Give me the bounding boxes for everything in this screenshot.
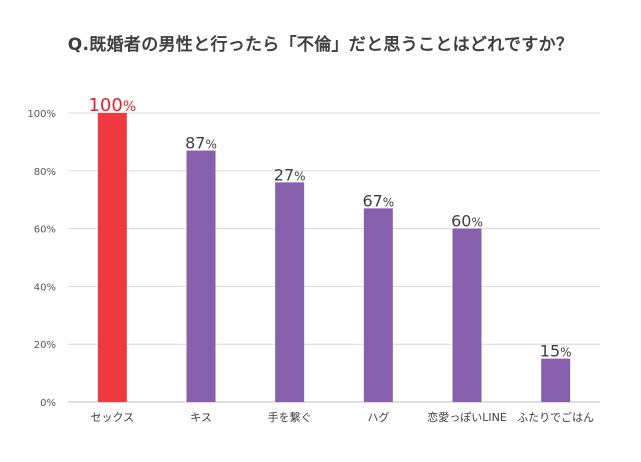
y-tick-label: 80% — [34, 167, 56, 178]
value-label: 87% — [185, 134, 217, 153]
category-label: ハグ — [367, 410, 389, 424]
chart-title: Q.既婚者の男性と行ったら「不倫」だと思うことはどれですか？ — [67, 35, 574, 55]
bar — [363, 208, 393, 402]
bar — [452, 228, 482, 402]
value-label: 60% — [451, 212, 483, 231]
y-tick-label: 40% — [34, 282, 56, 293]
y-tick-label: 100% — [27, 109, 56, 120]
bar — [97, 113, 127, 402]
category-label: 恋愛っぽいLINE — [427, 410, 507, 424]
category-label: セックス — [90, 411, 134, 424]
value-label: 15% — [540, 342, 572, 361]
value-label: 100% — [88, 95, 136, 116]
y-tick-label: 0% — [40, 398, 56, 409]
bar — [541, 358, 571, 402]
value-label: 27% — [274, 165, 306, 184]
y-tick-label: 20% — [34, 340, 56, 351]
category-label: ふたりでごはん — [517, 410, 594, 424]
y-tick-label: 60% — [34, 225, 56, 236]
value-label: 67% — [362, 191, 394, 210]
category-label: 手を繋ぐ — [268, 410, 312, 424]
bar — [275, 182, 305, 402]
category-label: キス — [190, 411, 212, 424]
bar — [186, 150, 216, 402]
